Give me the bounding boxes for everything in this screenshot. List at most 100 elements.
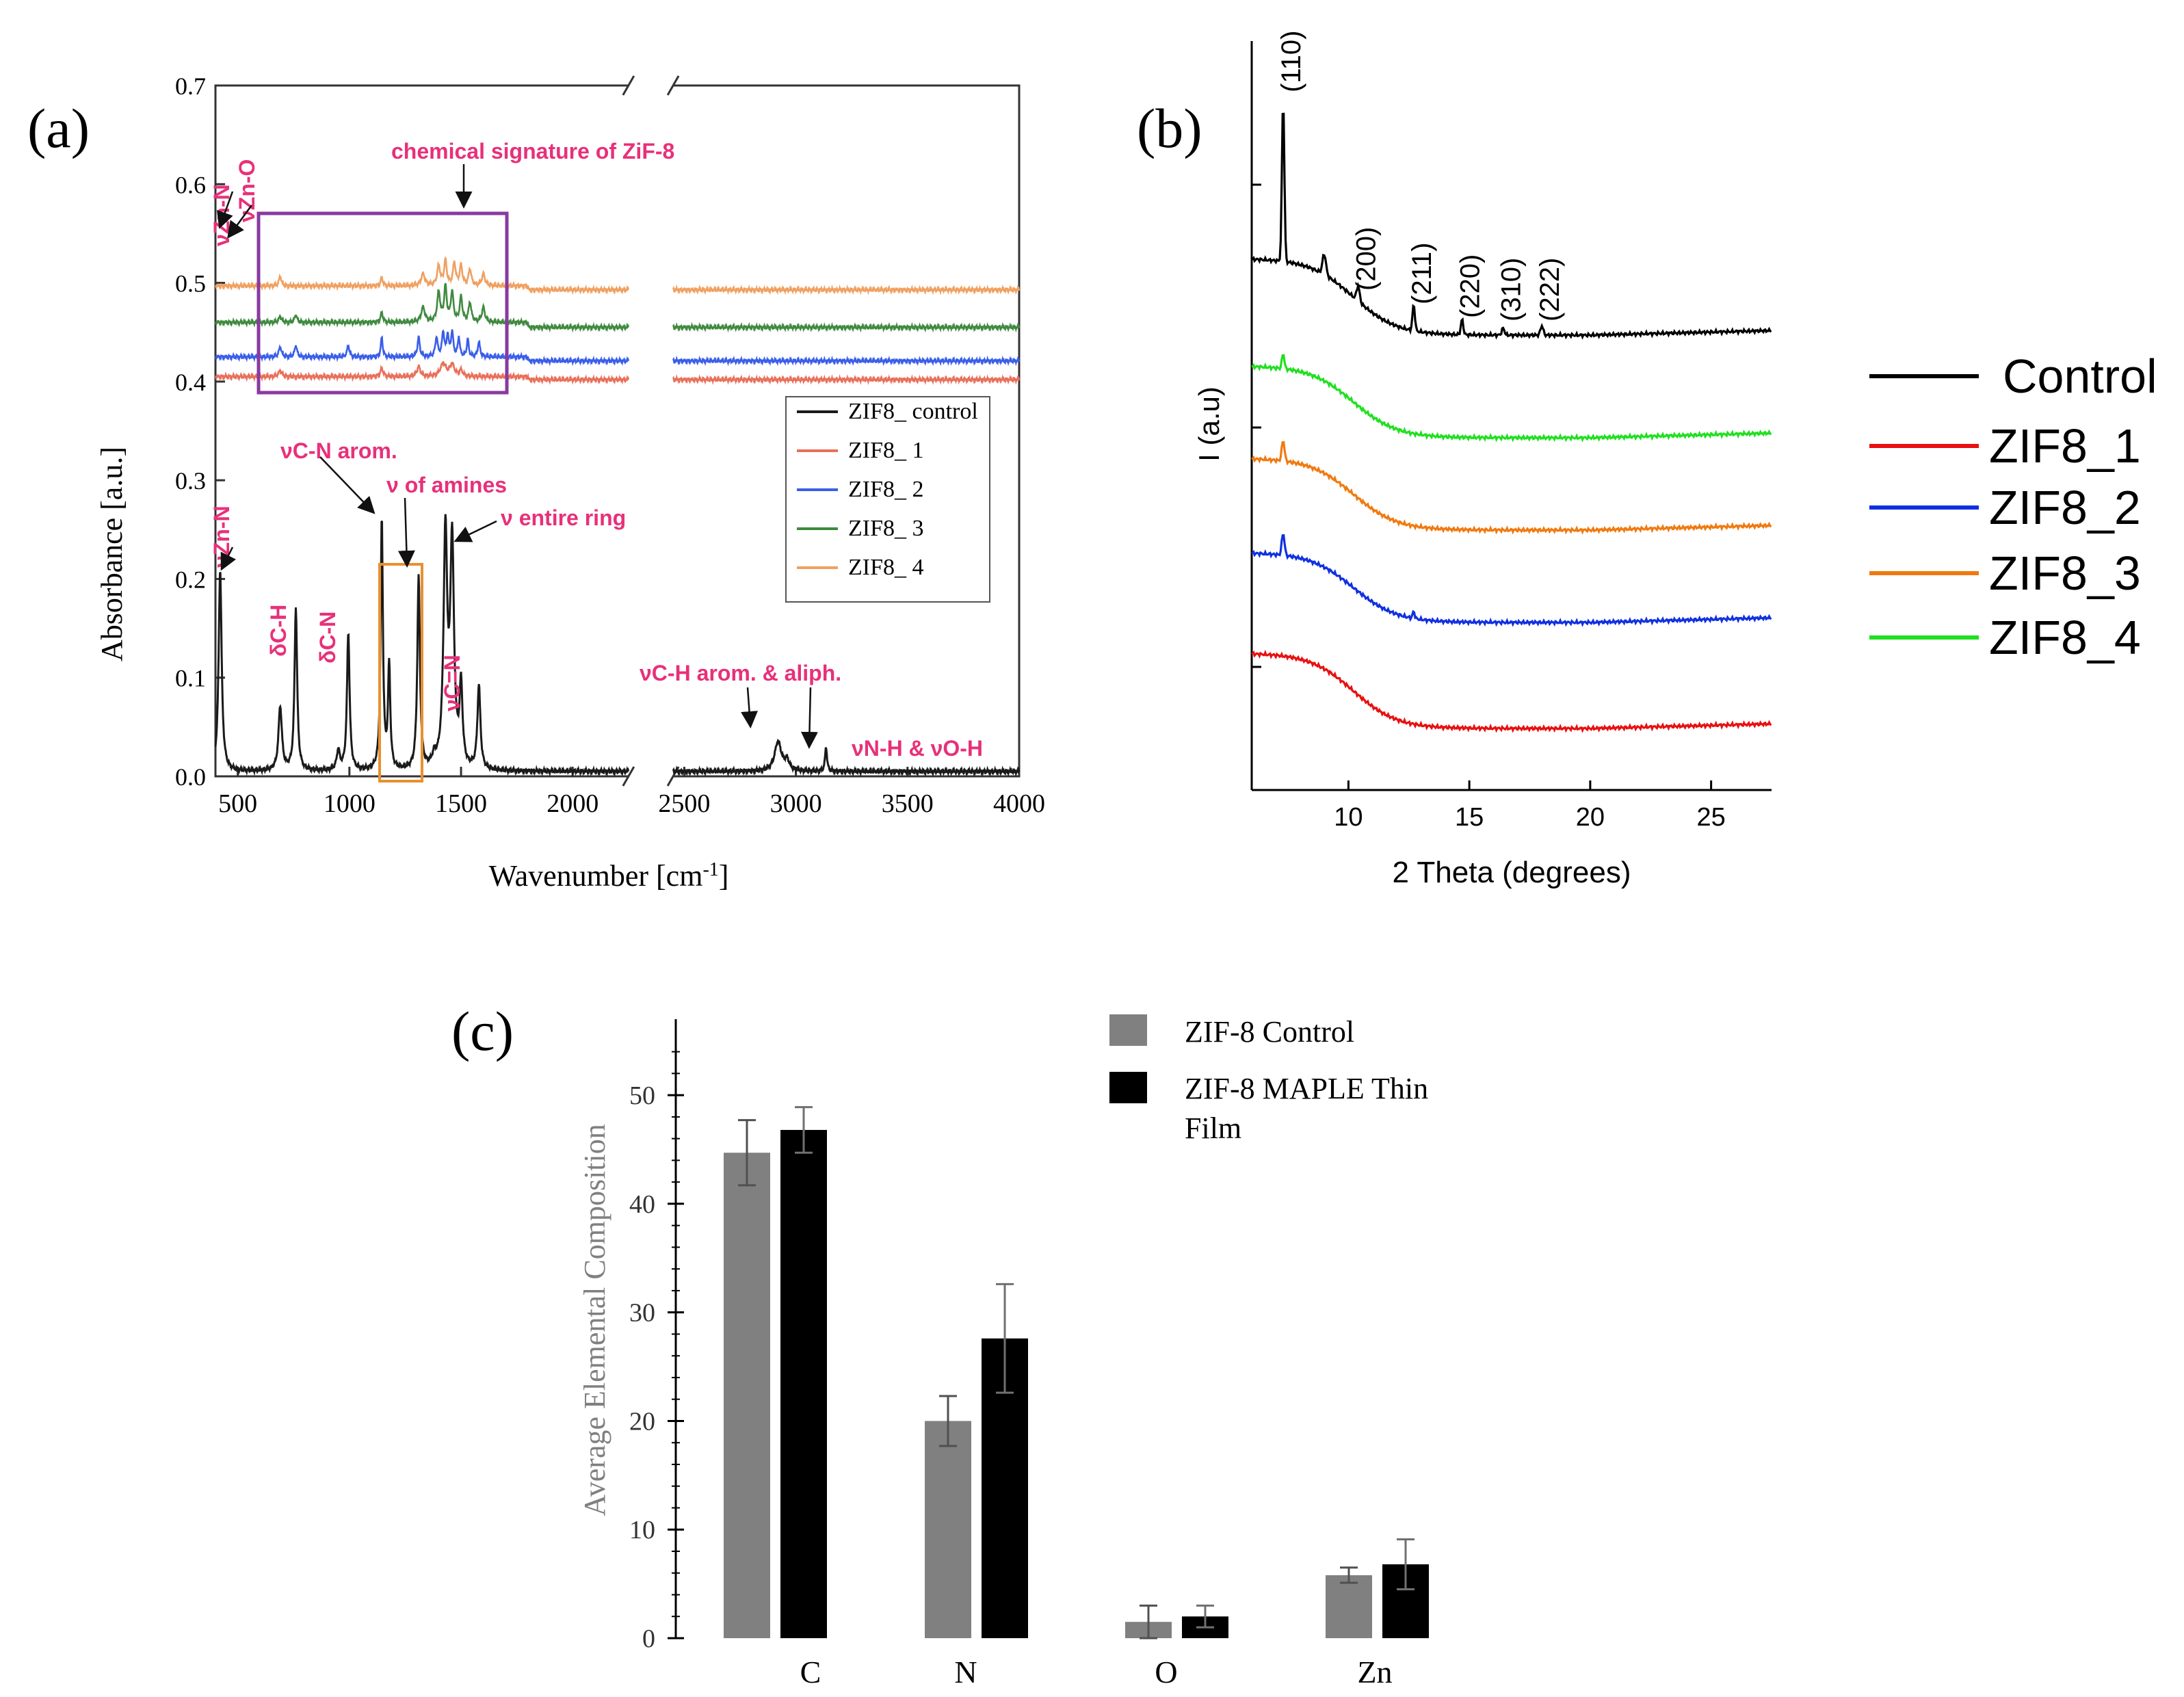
composition-y-tick-label: 50 bbox=[629, 1081, 655, 1110]
ftir-y-tick-label: 0.7 bbox=[175, 73, 206, 100]
bar-Zn-0 bbox=[1326, 1575, 1372, 1638]
xrd-legend-label: Control bbox=[2003, 350, 2157, 403]
ftir-axis-break-mark bbox=[622, 766, 635, 787]
ftir-x-tick-label: 4000 bbox=[993, 789, 1045, 818]
ftir-x-tick-label: 500 bbox=[218, 789, 257, 818]
ftir-axis-break-top-gap bbox=[628, 81, 674, 90]
panel-a-label: (a) bbox=[27, 97, 90, 159]
xrd-peak-label: (220) bbox=[1456, 254, 1486, 318]
ftir-axes bbox=[214, 75, 1021, 787]
ftir-y-tick-label: 0.3 bbox=[175, 467, 206, 495]
xrd-series-lines bbox=[1251, 112, 1772, 733]
annot-vch: νC-H arom. & aliph. bbox=[640, 661, 841, 685]
xrd-line-0 bbox=[1251, 112, 1772, 340]
composition-y-tick-label: 30 bbox=[629, 1299, 655, 1328]
xrd-peak-label: (200) bbox=[1352, 227, 1382, 291]
ftir-x-tick-label: 3500 bbox=[882, 789, 934, 818]
ftir-y-tick-label: 0.0 bbox=[175, 763, 206, 791]
ftir-line-2 bbox=[214, 329, 630, 367]
xrd-x-tick-label: 20 bbox=[1576, 803, 1605, 832]
xrd-legend-label: ZIF8_2 bbox=[1989, 481, 2141, 534]
ftir-legend-label: ZIF8_ control bbox=[848, 399, 978, 424]
annotation-arrow bbox=[217, 191, 234, 229]
annot-delta-ch: δC-H bbox=[266, 605, 291, 657]
composition-y-tick-label: 40 bbox=[629, 1190, 655, 1219]
composition-y-tick-label: 20 bbox=[629, 1407, 655, 1436]
annotation-arrow bbox=[227, 205, 253, 239]
xrd-line-2 bbox=[1251, 440, 1772, 535]
panel-a-ftir: (a) Absorbance [a.u.] Wavenumber [cm-1] … bbox=[27, 73, 1045, 893]
annot-zn-n-top: νZn-N bbox=[209, 184, 234, 246]
composition-y-tick-label: 10 bbox=[629, 1516, 655, 1544]
amine-region-box bbox=[378, 563, 423, 782]
category-label-O: O bbox=[1155, 1655, 1177, 1689]
annot-delta-cn: δC-N bbox=[315, 611, 340, 663]
annot-vc-n: νC=N bbox=[440, 655, 464, 711]
category-label-N: N bbox=[954, 1655, 977, 1689]
ftir-legend-label: ZIF8_ 1 bbox=[848, 438, 924, 463]
annot-zn-n-low: νZn-N bbox=[209, 505, 234, 568]
bar-C-0 bbox=[724, 1153, 770, 1638]
panel-b-label: (b) bbox=[1137, 97, 1202, 159]
composition-legend: ZIF-8 Control ZIF-8 MAPLE Thin Film bbox=[1109, 1014, 1428, 1145]
xrd-legend-label: ZIF8_1 bbox=[1989, 419, 2141, 473]
ftir-plot-frame bbox=[214, 84, 1021, 778]
ftir-y-tick-label: 0.1 bbox=[175, 665, 206, 692]
ftir-line-3 bbox=[672, 321, 1021, 333]
composition-y-tick-label: 0 bbox=[642, 1624, 655, 1653]
ftir-line-1 bbox=[672, 373, 1021, 385]
ftir-ticks: 500 1000 1500 2000 2500 3000 3500 4000 0.0 0.1 0.2… bbox=[175, 73, 1045, 818]
ftir-line-4 bbox=[672, 284, 1021, 295]
annotation-arrow bbox=[741, 687, 759, 728]
legend-swatch-control bbox=[1109, 1014, 1147, 1046]
xrd-legend-label: ZIF8_3 bbox=[1989, 547, 2141, 600]
ftir-x-tick-label: 2500 bbox=[658, 789, 710, 818]
xrd-x-tick-label: 15 bbox=[1455, 803, 1484, 832]
annot-vcn-arom: νC-N arom. bbox=[280, 438, 397, 463]
composition-bars: C N O Zn bbox=[724, 1106, 1429, 1689]
bar-N-0 bbox=[925, 1421, 971, 1638]
ftir-line-3 bbox=[214, 282, 630, 333]
xrd-legend: Control ZIF8_1 ZIF8_2 ZIF8_3 ZIF8_4 bbox=[1869, 350, 2157, 664]
ftir-line-1 bbox=[214, 360, 630, 385]
xrd-peak-label: (211) bbox=[1407, 243, 1437, 304]
ftir-legend-label: ZIF8_ 2 bbox=[848, 477, 924, 502]
ftir-line-2 bbox=[672, 355, 1021, 367]
annotation-arrow bbox=[319, 456, 376, 514]
ftir-annotation-arrows bbox=[217, 164, 818, 749]
annotation-arrow bbox=[397, 497, 415, 568]
xrd-peak-label: (222) bbox=[1535, 258, 1565, 321]
ftir-x-tick-label: 2000 bbox=[547, 789, 598, 818]
xrd-peak-label: (110) bbox=[1276, 31, 1306, 92]
ftir-axis-break-mark bbox=[622, 75, 635, 96]
legend-label-maple: ZIF-8 MAPLE Thin bbox=[1185, 1072, 1428, 1105]
panel-c-label: (c) bbox=[451, 1000, 514, 1062]
chemical-signature-box bbox=[256, 211, 509, 395]
xrd-legend-label: ZIF8_4 bbox=[1989, 611, 2141, 664]
ftir-y-tick-label: 0.6 bbox=[175, 171, 206, 198]
bar-C-1 bbox=[780, 1129, 827, 1638]
ftir-legend: ZIF8_ control ZIF8_ 1 ZIF8_ 2 ZIF8_ 3 ZIF8_ … bbox=[785, 396, 990, 603]
ftir-y-axis-label: Absorbance [a.u.] bbox=[95, 447, 129, 661]
panel-c-composition: (c) Average Elemental Composition 0 10 20 3… bbox=[451, 1000, 1429, 1689]
category-label-C: C bbox=[800, 1655, 821, 1689]
xrd-x-axis-label: 2 Theta (degrees) bbox=[1393, 856, 1631, 889]
annotation-arrow bbox=[800, 687, 818, 749]
xrd-line-3 bbox=[1251, 534, 1772, 627]
xrd-x-tick-label: 25 bbox=[1696, 803, 1725, 832]
ftir-y-tick-label: 0.2 bbox=[175, 566, 206, 593]
ftir-y-tick-label: 0.5 bbox=[175, 270, 206, 298]
xrd-line-4 bbox=[1251, 649, 1772, 733]
annotation-arrow bbox=[220, 547, 237, 571]
ftir-line-0 bbox=[672, 738, 1021, 778]
ftir-line-4 bbox=[214, 256, 630, 295]
annot-chemical-signature: chemical signature of ZiF-8 bbox=[391, 139, 674, 163]
ftir-axis-break-mark bbox=[666, 75, 680, 96]
xrd-x-tick-label: 10 bbox=[1334, 803, 1363, 832]
xrd-axes: 10 15 20 25 bbox=[1250, 41, 1772, 832]
annotation-arrow bbox=[453, 520, 497, 542]
ftir-legend-label: ZIF8_ 3 bbox=[848, 516, 924, 541]
ftir-y-tick-label: 0.4 bbox=[175, 369, 206, 396]
panel-b-xrd: (b) I (a.u) 2 Theta (degrees) 10 15 20 25 (… bbox=[1137, 31, 2157, 889]
annot-v-amines: ν of amines bbox=[386, 473, 507, 497]
